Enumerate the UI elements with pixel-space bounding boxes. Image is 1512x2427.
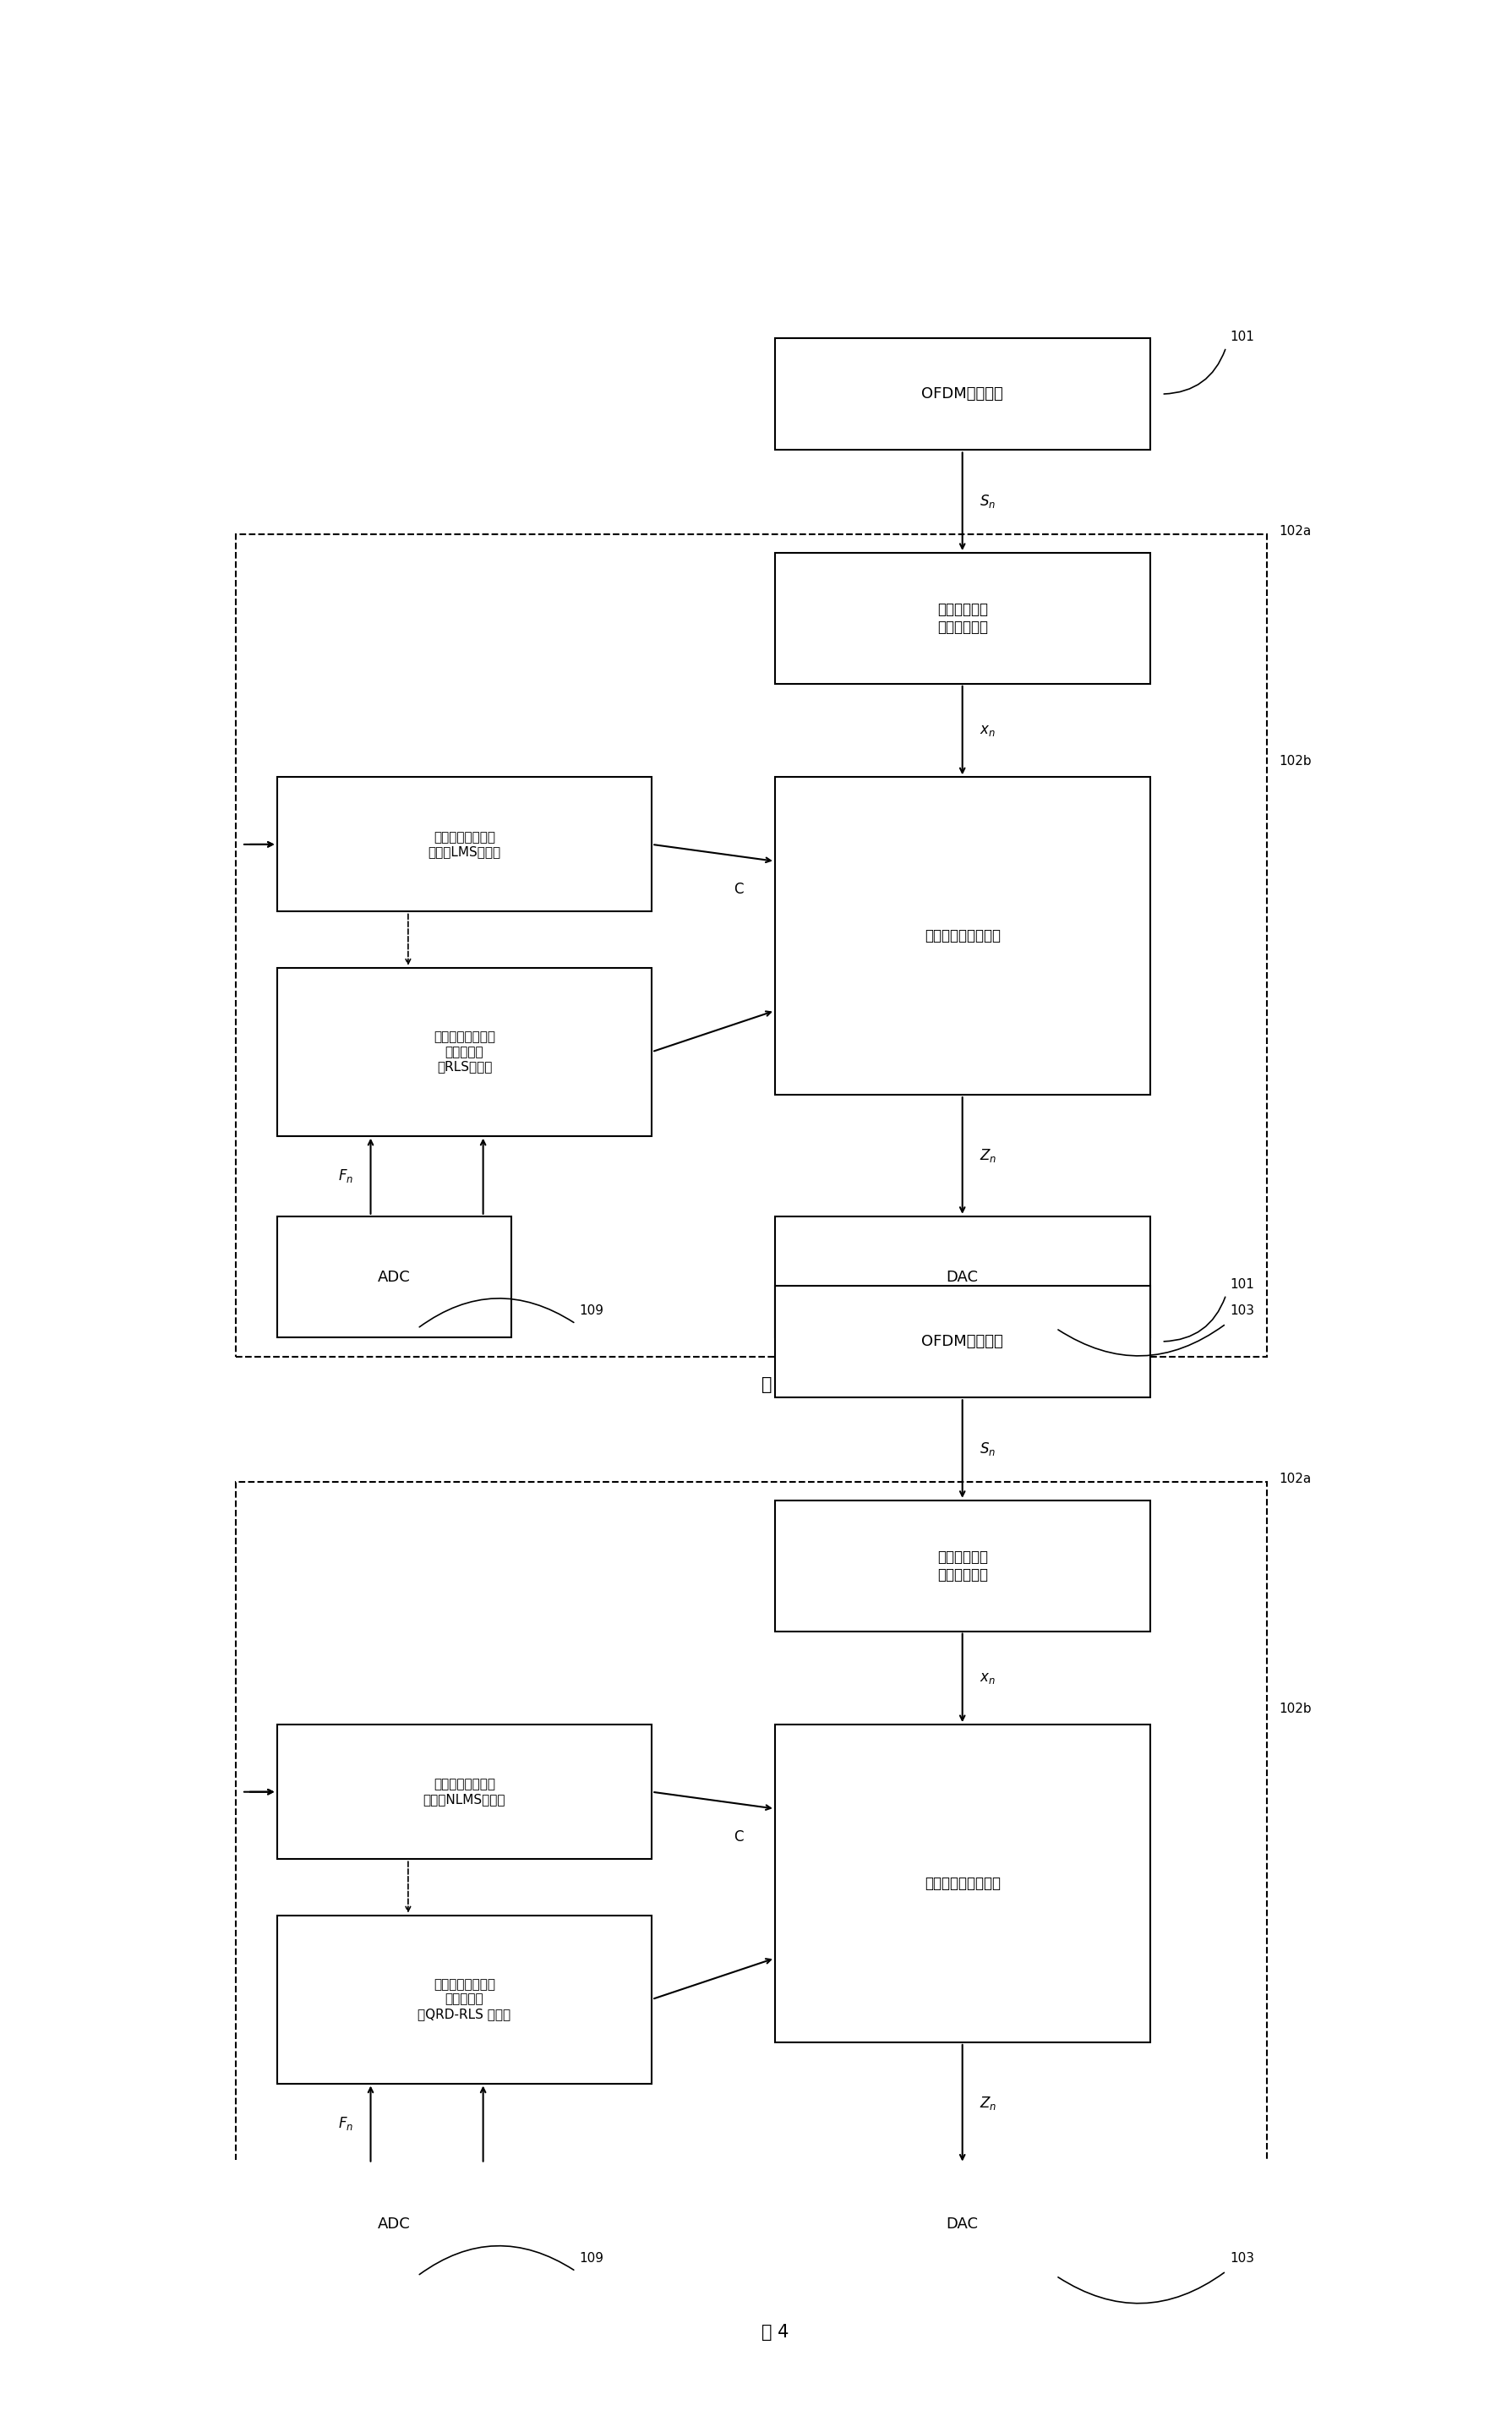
Text: 101: 101 xyxy=(1229,330,1253,345)
FancyBboxPatch shape xyxy=(776,1726,1151,2041)
FancyBboxPatch shape xyxy=(776,777,1151,1095)
Text: DAC: DAC xyxy=(947,1269,978,1284)
Text: 预失真滤波器系数
更新（LMS算法）: 预失真滤波器系数 更新（LMS算法） xyxy=(428,830,500,859)
Text: $F_n$: $F_n$ xyxy=(337,1167,354,1184)
Text: 数字预失真内核构造: 数字预失真内核构造 xyxy=(924,930,1001,944)
FancyBboxPatch shape xyxy=(277,2165,511,2286)
FancyBboxPatch shape xyxy=(776,553,1151,684)
FancyBboxPatch shape xyxy=(776,1286,1151,1398)
Text: 103: 103 xyxy=(1229,1303,1253,1318)
Text: 预失真滤波器系数
初始值估计
（QRD-RLS 算法）: 预失真滤波器系数 初始值估计 （QRD-RLS 算法） xyxy=(417,1978,511,2019)
FancyBboxPatch shape xyxy=(277,1216,511,1337)
Text: 102a: 102a xyxy=(1279,1473,1311,1485)
Text: 109: 109 xyxy=(579,1303,603,1318)
Text: 102b: 102b xyxy=(1279,1704,1311,1716)
Text: OFDM基带信号: OFDM基带信号 xyxy=(921,1335,1004,1349)
Text: ADC: ADC xyxy=(378,1269,410,1284)
FancyBboxPatch shape xyxy=(277,968,652,1136)
Text: OFDM基带信号: OFDM基带信号 xyxy=(921,386,1004,400)
Text: $F_n$: $F_n$ xyxy=(337,2116,354,2131)
FancyBboxPatch shape xyxy=(776,2165,1151,2286)
FancyBboxPatch shape xyxy=(277,1726,652,1859)
Text: 数字上变频和
峰值削波处理: 数字上变频和 峰值削波处理 xyxy=(937,1548,987,1582)
Text: $S_n$: $S_n$ xyxy=(980,1442,996,1456)
FancyBboxPatch shape xyxy=(776,1216,1151,1337)
Text: $x_n$: $x_n$ xyxy=(980,723,996,738)
Text: $Z_n$: $Z_n$ xyxy=(980,1148,996,1165)
Text: 101: 101 xyxy=(1229,1279,1253,1291)
Text: C: C xyxy=(733,881,744,898)
Text: $Z_n$: $Z_n$ xyxy=(980,2095,996,2111)
Text: 102a: 102a xyxy=(1279,524,1311,536)
Text: 103: 103 xyxy=(1229,2252,1253,2264)
Text: ADC: ADC xyxy=(378,2216,410,2233)
Text: 数字预失真内核构造: 数字预失真内核构造 xyxy=(924,1876,1001,1891)
Text: C: C xyxy=(733,1830,744,1845)
FancyBboxPatch shape xyxy=(776,337,1151,449)
Text: 预失真滤波器系数
更新（NLMS算法）: 预失真滤波器系数 更新（NLMS算法） xyxy=(423,1779,505,1806)
FancyBboxPatch shape xyxy=(277,777,652,913)
Text: 109: 109 xyxy=(579,2252,603,2264)
Text: DAC: DAC xyxy=(947,2216,978,2233)
Text: 图 4: 图 4 xyxy=(761,2323,789,2340)
Text: 数字上变频和
峰值削波处理: 数字上变频和 峰值削波处理 xyxy=(937,602,987,636)
FancyBboxPatch shape xyxy=(277,1915,652,2082)
Text: 预失真滤波器系数
初始值估计
（RLS算法）: 预失真滤波器系数 初始值估计 （RLS算法） xyxy=(434,1031,496,1073)
FancyBboxPatch shape xyxy=(776,1500,1151,1631)
Text: 图 3: 图 3 xyxy=(761,1376,789,1393)
Text: $x_n$: $x_n$ xyxy=(980,1670,996,1684)
Text: 102b: 102b xyxy=(1279,755,1311,767)
Text: $S_n$: $S_n$ xyxy=(980,493,996,510)
